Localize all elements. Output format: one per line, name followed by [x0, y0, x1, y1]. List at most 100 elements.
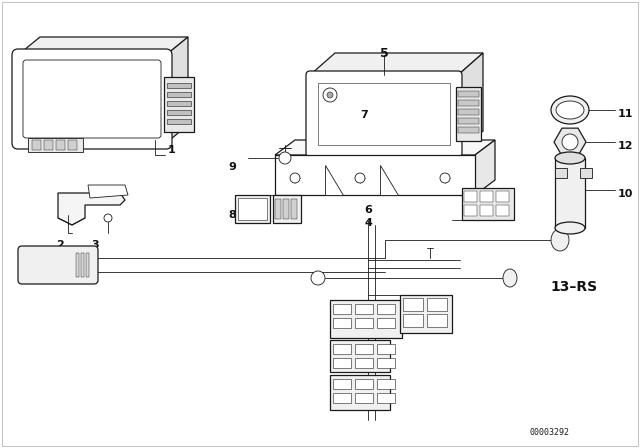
Bar — [377, 393, 395, 403]
Text: 10: 10 — [618, 189, 634, 199]
Bar — [275, 155, 475, 195]
Polygon shape — [554, 128, 586, 156]
Ellipse shape — [555, 152, 585, 164]
Bar — [377, 344, 395, 354]
Bar — [458, 127, 479, 133]
Bar — [167, 83, 191, 88]
Bar — [355, 393, 373, 403]
Bar — [273, 195, 301, 223]
Ellipse shape — [503, 269, 517, 287]
Bar — [86, 253, 89, 277]
Bar — [458, 91, 479, 97]
Circle shape — [323, 88, 337, 102]
Text: 4: 4 — [364, 218, 372, 228]
Text: 6: 6 — [364, 205, 372, 215]
Text: 1: 1 — [168, 145, 176, 155]
Bar — [400, 295, 452, 333]
Bar — [464, 205, 477, 216]
Circle shape — [355, 173, 365, 183]
Bar — [164, 77, 194, 132]
Bar — [377, 379, 395, 389]
Bar — [458, 100, 479, 106]
Bar — [291, 199, 297, 219]
Text: 11: 11 — [618, 109, 634, 119]
Circle shape — [311, 271, 325, 285]
Bar — [496, 205, 509, 216]
Circle shape — [327, 92, 333, 98]
Bar — [167, 110, 191, 115]
Bar — [355, 379, 373, 389]
Bar — [330, 375, 390, 410]
Bar — [238, 198, 267, 220]
Polygon shape — [380, 165, 398, 195]
Text: 00003292: 00003292 — [530, 428, 570, 437]
Bar — [275, 199, 281, 219]
Bar — [377, 358, 395, 368]
Bar — [480, 205, 493, 216]
Polygon shape — [458, 53, 483, 153]
Text: 2: 2 — [56, 240, 64, 250]
Bar — [333, 318, 351, 328]
FancyBboxPatch shape — [18, 246, 98, 284]
Text: 12: 12 — [618, 141, 634, 151]
Text: 9: 9 — [228, 162, 236, 172]
Bar — [480, 191, 493, 202]
Bar — [333, 379, 351, 389]
Bar — [28, 138, 83, 152]
Text: 3: 3 — [91, 240, 99, 250]
Polygon shape — [310, 53, 483, 75]
Bar — [496, 191, 509, 202]
Bar — [403, 298, 423, 311]
Bar — [333, 358, 351, 368]
Ellipse shape — [556, 101, 584, 119]
Bar — [76, 253, 79, 277]
Circle shape — [562, 134, 578, 150]
FancyBboxPatch shape — [23, 60, 161, 138]
Ellipse shape — [551, 96, 589, 124]
Polygon shape — [275, 140, 495, 155]
Bar — [555, 158, 585, 228]
Bar — [355, 318, 373, 328]
Polygon shape — [58, 193, 125, 225]
Bar — [318, 83, 450, 145]
Circle shape — [440, 173, 450, 183]
Bar — [283, 199, 289, 219]
Bar — [56, 140, 65, 150]
Bar — [330, 300, 402, 338]
Bar — [377, 304, 395, 314]
Text: 13–RS: 13–RS — [550, 280, 597, 294]
Text: 5: 5 — [380, 47, 388, 60]
Polygon shape — [325, 165, 343, 195]
Polygon shape — [475, 140, 495, 195]
Bar — [235, 195, 270, 223]
Circle shape — [290, 173, 300, 183]
FancyBboxPatch shape — [12, 49, 172, 149]
Circle shape — [279, 152, 291, 164]
Bar — [464, 191, 477, 202]
Bar — [580, 168, 592, 178]
Bar — [68, 140, 77, 150]
Bar — [167, 119, 191, 124]
Bar — [462, 188, 514, 220]
Bar — [458, 118, 479, 124]
Bar — [167, 92, 191, 97]
Ellipse shape — [555, 222, 585, 234]
Bar — [377, 318, 395, 328]
Bar — [330, 340, 390, 372]
Bar — [555, 168, 567, 178]
Bar — [403, 314, 423, 327]
Bar — [427, 314, 447, 327]
Bar — [355, 344, 373, 354]
Polygon shape — [18, 37, 188, 55]
Bar — [44, 140, 53, 150]
Bar — [333, 304, 351, 314]
Bar — [458, 109, 479, 115]
Bar — [333, 344, 351, 354]
Bar — [427, 298, 447, 311]
Polygon shape — [88, 185, 128, 198]
Bar — [167, 101, 191, 106]
Bar — [456, 87, 481, 141]
Text: 8: 8 — [228, 210, 236, 220]
Bar — [32, 140, 41, 150]
Bar — [333, 393, 351, 403]
